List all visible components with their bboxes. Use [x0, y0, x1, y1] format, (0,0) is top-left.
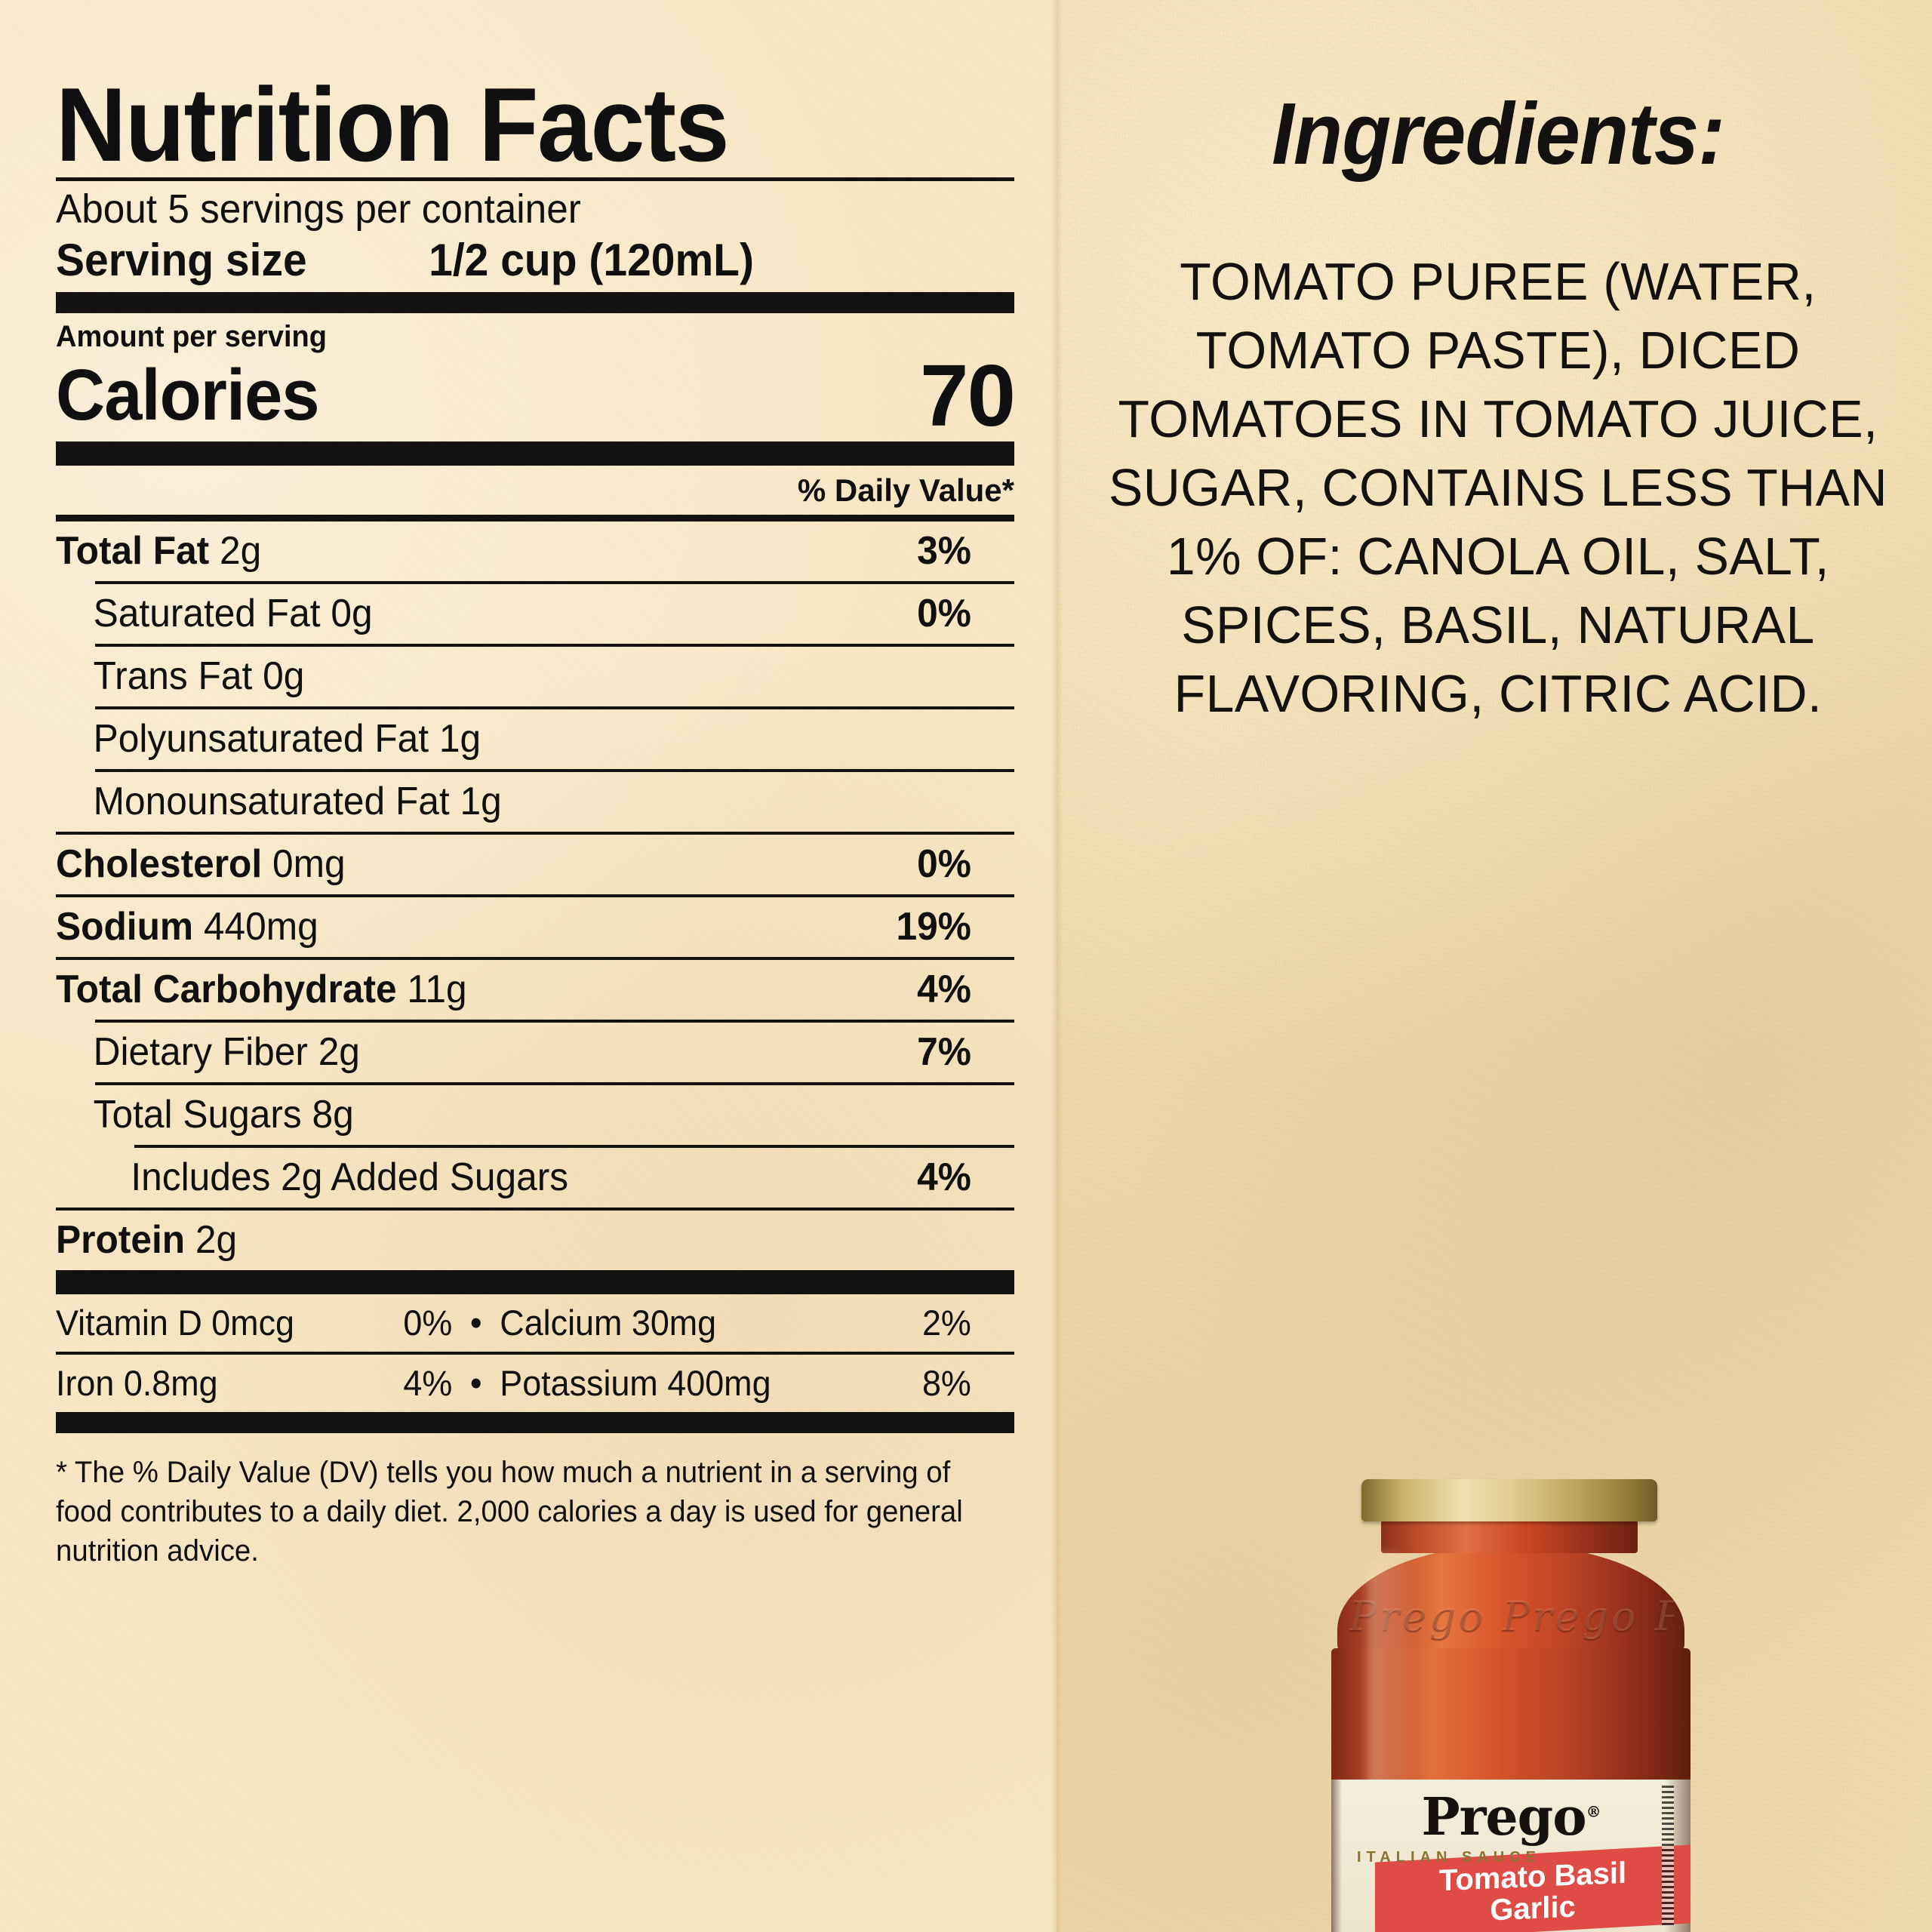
micronutrient-right-dv: 2%	[921, 1303, 971, 1343]
nutrient-name: Dietary Fiber 2g	[93, 1030, 360, 1075]
nutrient-row-divider	[56, 1208, 1014, 1211]
micronutrient-left-dv: 0%	[403, 1303, 453, 1343]
nutrient-name: Trans Fat 0g	[93, 654, 305, 699]
micronutrient-row: Vitamin D 0mcg 0% • Calcium 30mg 2%	[56, 1294, 971, 1352]
micronutrient-left-name: Iron 0.8mg	[56, 1363, 218, 1404]
nutrient-row-divider	[95, 1020, 1014, 1023]
nutrient-row: Dietary Fiber 2g 7%	[56, 1023, 971, 1082]
jar-lid	[1361, 1479, 1657, 1521]
nutrient-name: Protein 2g	[56, 1218, 238, 1263]
nutrient-row-divider	[56, 832, 1014, 835]
nutrient-name: Polyunsaturated Fat 1g	[93, 717, 481, 761]
micronutrient-rows: Vitamin D 0mcg 0% • Calcium 30mg 2% Iron 0.8m…	[56, 1294, 1014, 1412]
micronutrient-row: Iron 0.8mg 4% • Potassium 400mg 8%	[56, 1355, 971, 1412]
nutrient-name: Total Sugars 8g	[93, 1093, 354, 1137]
rule-under-title	[56, 177, 1014, 181]
nutrient-row-divider	[95, 644, 1014, 648]
nutrient-name: Monounsaturated Fat 1g	[93, 780, 502, 824]
micronutrient-row-divider	[56, 1352, 1014, 1355]
nutrient-daily-value: 4%	[917, 1155, 971, 1200]
nutrient-name: Total Fat 2g	[56, 529, 262, 574]
bullet-separator-icon: •	[469, 1303, 482, 1343]
nutrient-daily-value: 4%	[917, 968, 971, 1012]
nutrient-row: Saturated Fat 0g 0%	[56, 584, 971, 644]
nutrient-daily-value: 7%	[917, 1030, 971, 1075]
servings-per-container: About 5 servings per container	[56, 186, 581, 232]
nutrient-name: Cholesterol 0mg	[56, 842, 346, 887]
rule-above-calories	[56, 292, 1014, 314]
barcode-icon	[1662, 1786, 1674, 1926]
brand-name: Prego	[1421, 1787, 1586, 1847]
bullet-separator-icon: •	[469, 1363, 482, 1404]
jar-embossed-brand: Prego Prego Prego	[1349, 1592, 1674, 1640]
rule-under-calories	[56, 441, 1014, 466]
nutrient-daily-value: 19%	[896, 905, 971, 949]
nutrition-panel-background	[0, 0, 1057, 1932]
ingredients-heading: Ingredients:	[1272, 85, 1725, 183]
nutrient-name: Total Carbohydrate 11g	[56, 968, 467, 1012]
nutrient-row-divider	[56, 957, 1014, 961]
micronutrient-right-dv: 8%	[921, 1363, 971, 1404]
micronutrient-left-name: Vitamin D 0mcg	[56, 1303, 294, 1343]
serving-size-label: Serving size	[56, 235, 307, 286]
ingredients-panel: Ingredients: TOMATO PUREE (WATER, TOMATO…	[1087, 83, 1909, 728]
nutrient-row: Protein 2g	[56, 1211, 971, 1270]
nutrient-name: Saturated Fat 0g	[93, 592, 373, 636]
nutrient-row: Polyunsaturated Fat 1g	[56, 709, 971, 769]
nutrient-row-divider	[56, 894, 1014, 898]
daily-value-header: % Daily Value*	[797, 472, 1014, 509]
nutrient-daily-value: 3%	[917, 529, 971, 574]
brand-logo: Prego®	[1331, 1787, 1690, 1847]
calories-label: Calories	[56, 355, 320, 436]
amount-per-serving-label: Amount per serving	[56, 320, 327, 354]
nutrient-row-divider	[95, 1082, 1014, 1086]
nutrient-name: Includes 2g Added Sugars	[131, 1155, 569, 1200]
calories-row: Calories 70	[56, 346, 1016, 445]
nutrient-row-divider	[95, 706, 1014, 710]
jar-shoulder	[1337, 1546, 1684, 1666]
flavor-name: Tomato Basil Garlic	[1375, 1854, 1690, 1931]
daily-value-footnote: * The % Daily Value (DV) tells you how m…	[56, 1456, 963, 1568]
product-jar-image: Prego Prego Prego Prego® ITALIAN SAUCE T…	[1315, 1479, 1707, 1932]
nutrient-row: Sodium 440mg 19%	[56, 897, 971, 957]
jar-neck	[1381, 1520, 1638, 1553]
nutrient-row: Cholesterol 0mg 0%	[56, 835, 971, 894]
nutrition-facts-panel: Nutrition Facts About 5 servings per con…	[56, 66, 1016, 1571]
page-title: Nutrition Facts	[56, 66, 730, 183]
nutrient-row: Trans Fat 0g	[56, 647, 971, 706]
nutrient-row: Includes 2g Added Sugars 4%	[56, 1148, 971, 1208]
nutrient-row-divider	[95, 769, 1014, 773]
rule-above-nutrients	[56, 515, 1014, 522]
nutrient-row: Total Fat 2g 3%	[56, 521, 971, 581]
serving-size-row: Serving size 1/2 cup (120mL)	[56, 232, 967, 292]
nutrient-row: Total Sugars 8g	[56, 1085, 971, 1145]
nutrient-row-divider	[95, 581, 1014, 585]
rule-under-protein	[56, 1270, 1014, 1295]
brand-tagline: ITALIAN SAUCE	[1357, 1849, 1541, 1866]
nutrient-row: Monounsaturated Fat 1g	[56, 772, 971, 832]
registered-trademark-icon: ®	[1586, 1802, 1601, 1821]
nutrient-daily-value: 0%	[917, 842, 971, 887]
ingredients-text: TOMATO PUREE (WATER, TOMATO PASTE), DICE…	[1108, 252, 1888, 723]
nutrient-daily-value: 0%	[917, 592, 971, 636]
nutrient-name: Sodium 440mg	[56, 905, 318, 949]
nutrient-rows: Total Fat 2g 3% Saturated Fat 0g 0% Trans Fa…	[56, 521, 1014, 1270]
micronutrient-right-name: Calcium 30mg	[500, 1303, 717, 1343]
nutrient-row: Total Carbohydrate 11g 4%	[56, 960, 971, 1020]
nutrient-row-divider	[134, 1145, 1014, 1149]
micronutrient-left-dv: 4%	[403, 1363, 453, 1404]
micronutrient-right-name: Potassium 400mg	[500, 1363, 771, 1404]
calories-value: 70	[919, 346, 1016, 445]
serving-size-value: 1/2 cup (120mL)	[429, 235, 754, 286]
rule-under-micronutrients	[56, 1412, 1014, 1434]
jar-label: Prego® ITALIAN SAUCE Tomato Basil Garlic	[1331, 1780, 1690, 1932]
